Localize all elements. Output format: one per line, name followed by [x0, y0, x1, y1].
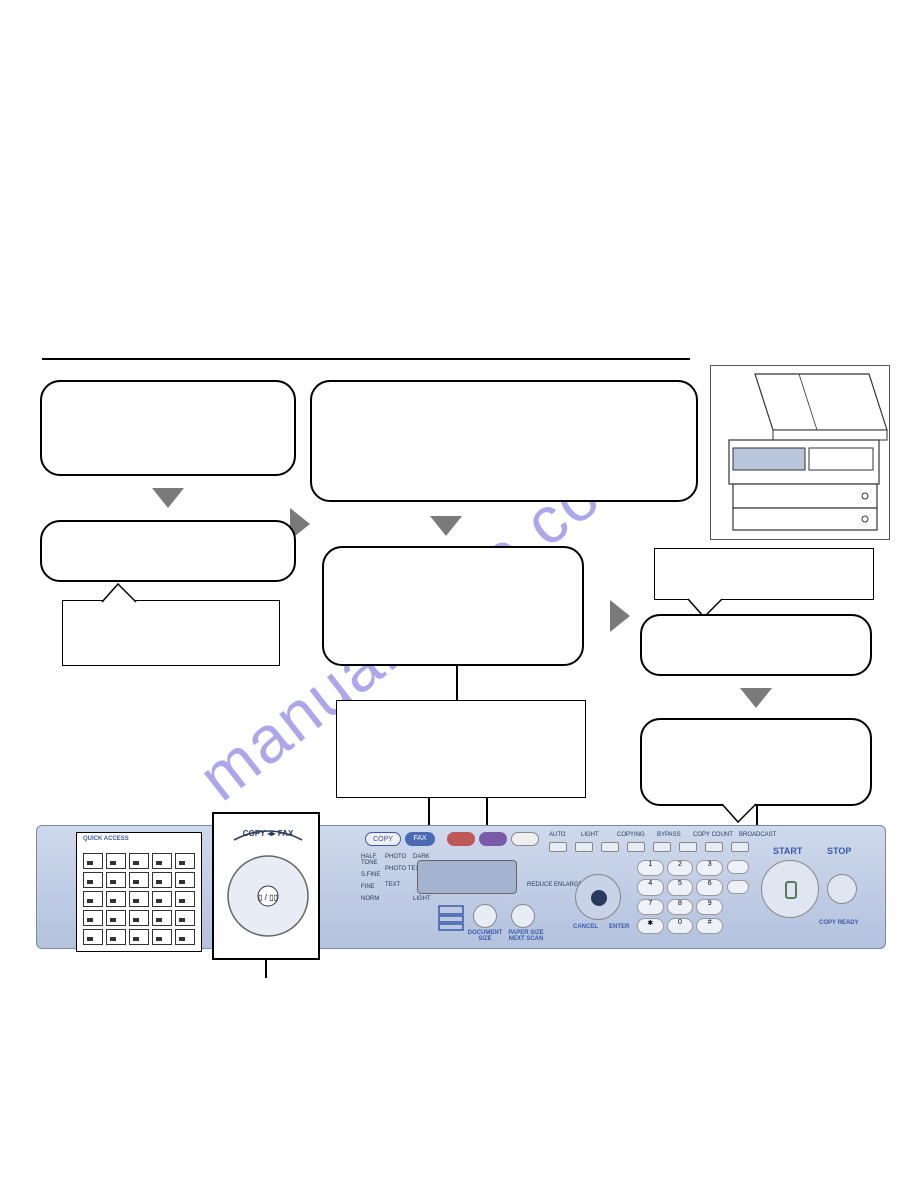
- enter-label: ENTER: [609, 924, 629, 930]
- tray-icon: [437, 904, 467, 932]
- keypad-grid: [77, 847, 201, 951]
- lv9: LIGHT: [413, 896, 431, 902]
- aux-btn-2: [727, 880, 749, 894]
- doc-size-label: DOCUMENT SIZE: [465, 930, 505, 942]
- lv3: FINE: [361, 884, 375, 890]
- step-box-1: [40, 380, 296, 476]
- start-knob: [761, 860, 819, 918]
- cancel-label: CANCEL: [573, 924, 598, 930]
- step-box-3: [40, 520, 296, 582]
- start-label: START: [773, 846, 802, 856]
- keypad-inset: QUICK ACCESS: [76, 832, 202, 952]
- dial-inset: COPY ◂▸ FAX ▯ / ▯▯: [212, 812, 320, 960]
- panel-btn-h: [731, 842, 749, 852]
- panel-btn-f: [679, 842, 697, 852]
- alert-pill-1: [447, 832, 475, 846]
- arrow-3-right: [610, 600, 630, 632]
- num-keypad: 1 2 3 4 5 6 7 8 9 ✱ 0 #: [637, 860, 723, 934]
- panel-btn-b: [575, 842, 593, 852]
- panel-btn-e: [653, 842, 671, 852]
- lv4: NORM: [361, 896, 379, 902]
- title-rule: [42, 358, 690, 360]
- step-box-2: [310, 380, 698, 502]
- leader-dial: [265, 960, 267, 978]
- step-box-5: [640, 614, 872, 676]
- callout-2: [654, 548, 874, 600]
- keypad-inset-label: QUICK ACCESS: [83, 836, 129, 842]
- top-label-2: COPYING: [617, 832, 645, 838]
- printer-illustration: [710, 365, 890, 540]
- lv2: S.FINE: [361, 872, 380, 878]
- panel-btn-d: [627, 842, 645, 852]
- paper-size-label: PAPER SIZE NEXT SCAN: [503, 930, 549, 942]
- panel-btn-a: [549, 842, 567, 852]
- svg-text:▯ / ▯▯: ▯ / ▯▯: [258, 893, 278, 902]
- panel-btn-g: [705, 842, 723, 852]
- arrow-4-down: [740, 688, 772, 708]
- paper-size-button: [511, 904, 535, 928]
- lv5: PHOTO: [385, 854, 406, 860]
- fax-mode-pill: FAX: [405, 832, 435, 846]
- arrow-1-down: [152, 488, 184, 508]
- lv1: HALFTONE: [361, 854, 378, 866]
- aux-btn-1: [727, 860, 749, 874]
- stop-knob: [827, 874, 857, 904]
- alert-pill-2: [479, 832, 507, 846]
- copy-mode-pill: COPY: [365, 832, 401, 846]
- doc-size-button: [473, 904, 497, 928]
- top-label-1: LIGHT: [581, 832, 599, 838]
- top-label-4: COPY COUNT: [693, 832, 733, 838]
- top-label-5: BROADCAST: [739, 832, 776, 838]
- step-box-6: [640, 718, 872, 806]
- step-box-4: [322, 546, 584, 666]
- stop-label: STOP: [827, 846, 851, 856]
- callout-1: [62, 600, 280, 666]
- step6-pointer: [720, 802, 760, 824]
- lcd-display: [417, 860, 517, 894]
- lv7: TEXT: [385, 882, 400, 888]
- panel-btn-c: [601, 842, 619, 852]
- callout-3: [336, 700, 586, 798]
- arrow-2-down: [430, 516, 462, 536]
- callout-1-notch: [100, 582, 140, 604]
- top-label-0: AUTO: [549, 832, 566, 838]
- dpad: [575, 874, 621, 920]
- svg-text:COPY ◂▸ FAX: COPY ◂▸ FAX: [243, 829, 294, 838]
- leader-1: [456, 666, 458, 700]
- alert-pill-3: [511, 832, 539, 846]
- top-label-3: BYPASS: [657, 832, 681, 838]
- copy-ready-label: COPY READY: [819, 920, 859, 926]
